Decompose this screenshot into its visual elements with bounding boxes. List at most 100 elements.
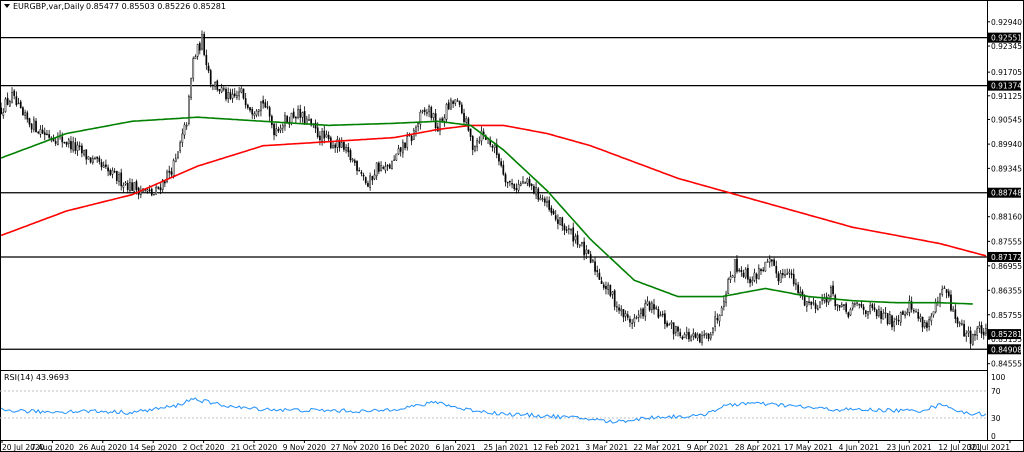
candle-body xyxy=(177,151,179,158)
candle-body xyxy=(286,116,288,123)
candle-body xyxy=(378,162,380,172)
candle-body xyxy=(236,95,238,98)
candle-body xyxy=(674,325,677,333)
candle-body xyxy=(592,260,594,263)
candle-body xyxy=(963,323,965,337)
candle-body xyxy=(729,276,732,280)
candle-body xyxy=(419,112,422,125)
candle-body xyxy=(268,107,271,117)
candle-body xyxy=(439,119,441,131)
candle-body xyxy=(423,109,426,113)
candle-body xyxy=(198,43,201,51)
candle-body xyxy=(637,314,640,318)
candle-body xyxy=(174,158,177,162)
candle-body xyxy=(712,327,714,334)
candle-body xyxy=(559,217,561,225)
candle-body xyxy=(799,291,802,295)
symbol-label: EURGBP,var,Daily xyxy=(13,2,85,11)
candle-body xyxy=(659,314,662,317)
candle-body xyxy=(373,174,376,180)
candle-body xyxy=(421,110,424,113)
candle-body xyxy=(661,313,664,316)
candle-body xyxy=(792,274,795,285)
candle-body xyxy=(705,333,708,336)
candle-body xyxy=(201,34,203,50)
candle-body xyxy=(460,104,463,114)
candle-body xyxy=(642,308,644,317)
candle-body xyxy=(847,312,850,317)
candle-body xyxy=(677,326,679,332)
candle-body xyxy=(356,161,358,171)
level-tag-label: 0.88748 xyxy=(991,189,1022,198)
candle-body xyxy=(836,304,839,306)
price-tick-label: 0.91125 xyxy=(991,92,1022,101)
candle-body xyxy=(159,187,162,191)
candle-body xyxy=(391,160,393,170)
time-tick-label: 22 Mar 2021 xyxy=(633,443,681,452)
candle-body xyxy=(788,271,791,274)
candle-body xyxy=(452,101,454,104)
candle-body xyxy=(699,333,701,343)
candle-body xyxy=(904,313,906,316)
candle-body xyxy=(864,310,867,314)
candle-body xyxy=(203,33,206,55)
candle-body xyxy=(626,314,629,318)
candle-body xyxy=(751,279,754,283)
candle-body xyxy=(399,147,402,152)
slow-ma-line xyxy=(0,124,987,257)
candle-body xyxy=(417,123,420,127)
fast-ma-line xyxy=(0,116,973,305)
candle-body xyxy=(126,183,129,190)
candle-body xyxy=(897,319,900,322)
time-tick-label: 30 Jul 2021 xyxy=(968,443,1011,452)
candle-body xyxy=(519,183,522,186)
candle-body xyxy=(779,273,782,283)
candle-body xyxy=(624,313,627,317)
candle-body xyxy=(871,304,874,308)
candle-body xyxy=(764,261,767,272)
time-tick-label: 26 Aug 2020 xyxy=(79,443,127,452)
rsi-line xyxy=(0,397,987,424)
candle-body xyxy=(928,319,930,327)
candle-body xyxy=(594,261,596,272)
candle-body xyxy=(105,164,107,167)
candle-body xyxy=(867,311,869,316)
candle-body xyxy=(581,242,583,244)
candle-body xyxy=(54,141,57,144)
level-tag xyxy=(988,32,1021,43)
candle-body xyxy=(290,112,293,123)
candle-body xyxy=(605,286,607,290)
candle-body xyxy=(246,104,249,108)
candle-body xyxy=(81,145,83,154)
candle-body xyxy=(618,307,620,311)
candle-body xyxy=(432,113,435,118)
dropdown-arrow-icon[interactable] xyxy=(4,4,10,8)
candle-body xyxy=(921,316,924,328)
candle-body xyxy=(480,130,483,142)
candle-body xyxy=(976,328,979,336)
price-tick-label: 0.84555 xyxy=(991,360,1022,369)
candle-body xyxy=(832,285,834,295)
candle-body xyxy=(115,170,118,181)
candle-body xyxy=(170,171,173,175)
candle-body xyxy=(37,131,40,134)
candle-body xyxy=(749,278,751,284)
candle-body xyxy=(8,100,11,107)
candle-body xyxy=(803,296,806,306)
candle-body xyxy=(522,181,524,184)
candle-body xyxy=(70,141,72,150)
level-tag xyxy=(988,251,1021,262)
candle-body xyxy=(882,312,885,320)
rsi-tick-label: 100 xyxy=(991,373,1006,382)
candle-body xyxy=(509,180,511,183)
candle-body xyxy=(308,119,310,121)
candle-body xyxy=(912,310,915,312)
candle-body xyxy=(458,100,461,105)
candle-body xyxy=(502,164,505,175)
candle-body xyxy=(854,303,856,305)
candle-body xyxy=(585,249,588,255)
candle-body xyxy=(118,174,120,182)
candle-body xyxy=(607,284,609,291)
